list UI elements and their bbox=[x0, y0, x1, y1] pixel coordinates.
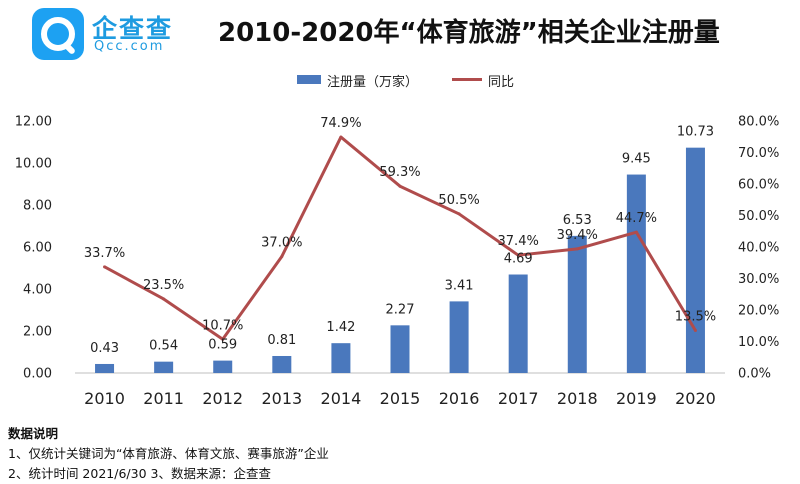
y-left-tick-label: 8.00 bbox=[23, 199, 52, 214]
y-right-tick-label: 10.0% bbox=[738, 335, 779, 350]
bar bbox=[508, 274, 528, 373]
y-right-tick-label: 60.0% bbox=[738, 178, 779, 193]
notes: 数据说明 1、仅统计关键词为“体育旅游、体育文旅、赛事旅游”企业 2、统计时间 … bbox=[8, 424, 329, 484]
logo-domain: Qcc.com bbox=[94, 39, 165, 54]
x-tick-label: 2019 bbox=[616, 389, 657, 408]
yoy-point bbox=[516, 253, 520, 257]
bar-data-label: 10.73 bbox=[677, 125, 714, 140]
x-tick-label: 2010 bbox=[84, 389, 125, 408]
yoy-data-label: 37.0% bbox=[261, 235, 302, 250]
yoy-data-label: 50.5% bbox=[438, 193, 479, 208]
bar-data-label: 6.53 bbox=[563, 213, 592, 228]
bar bbox=[390, 325, 410, 373]
y-right-tick-label: 0.0% bbox=[738, 367, 771, 382]
note-line-2: 2、统计时间 2021/6/30 3、数据来源：企查查 bbox=[8, 466, 271, 481]
bar-swatch-icon bbox=[297, 75, 321, 84]
bar-data-label: 0.43 bbox=[90, 341, 119, 356]
yoy-point bbox=[280, 254, 284, 258]
x-tick-label: 2016 bbox=[439, 389, 480, 408]
x-tick-label: 2018 bbox=[557, 389, 598, 408]
legend: 注册量（万家） 同比 bbox=[0, 68, 800, 92]
bar bbox=[626, 174, 646, 373]
y-left-tick-label: 0.00 bbox=[23, 367, 52, 382]
y-right-tick-label: 30.0% bbox=[738, 272, 779, 287]
yoy-data-label: 10.7% bbox=[202, 318, 243, 333]
x-tick-label: 2013 bbox=[261, 389, 302, 408]
y-left-tick-label: 6.00 bbox=[23, 241, 52, 256]
y-left-tick-label: 2.00 bbox=[23, 325, 52, 340]
legend-label-registrations: 注册量（万家） bbox=[327, 75, 419, 90]
yoy-data-label: 13.5% bbox=[675, 309, 716, 324]
yoy-data-label: 37.4% bbox=[498, 234, 539, 249]
line-swatch-icon bbox=[452, 78, 482, 81]
bar bbox=[449, 301, 469, 373]
yoy-point bbox=[162, 297, 166, 301]
y-left-tick-label: 4.00 bbox=[23, 283, 52, 298]
x-tick-label: 2011 bbox=[143, 389, 184, 408]
y-right-tick-label: 70.0% bbox=[738, 146, 779, 161]
yoy-data-label: 59.3% bbox=[379, 165, 420, 180]
logo-name: 企查查 bbox=[92, 14, 174, 43]
notes-title: 数据说明 bbox=[8, 426, 59, 441]
yoy-point bbox=[634, 230, 638, 234]
bar-data-label: 9.45 bbox=[622, 152, 651, 167]
chart-title: 2010-2020年“体育旅游”相关企业注册量 bbox=[218, 18, 720, 48]
bar bbox=[154, 361, 174, 373]
yoy-point bbox=[103, 265, 107, 269]
yoy-data-label: 23.5% bbox=[143, 278, 184, 293]
bar bbox=[685, 147, 705, 373]
x-tick-label: 2017 bbox=[498, 389, 539, 408]
y-right-tick-label: 40.0% bbox=[738, 241, 779, 256]
yoy-data-label: 74.9% bbox=[320, 116, 361, 131]
yoy-point bbox=[339, 135, 343, 139]
yoy-data-label: 44.7% bbox=[616, 211, 657, 226]
y-right-tick-label: 50.0% bbox=[738, 209, 779, 224]
legend-label-yoy: 同比 bbox=[488, 75, 515, 90]
bar bbox=[213, 360, 233, 373]
bar-data-label: 1.42 bbox=[326, 320, 355, 335]
x-tick-label: 2014 bbox=[321, 389, 362, 408]
logo: 企查查 Qcc.com bbox=[32, 8, 172, 60]
y-right-tick-label: 20.0% bbox=[738, 304, 779, 319]
bar bbox=[567, 235, 587, 373]
bar-data-label: 0.59 bbox=[208, 338, 237, 353]
yoy-point bbox=[221, 337, 225, 341]
yoy-point bbox=[457, 212, 461, 216]
note-line-1: 1、仅统计关键词为“体育旅游、体育文旅、赛事旅游”企业 bbox=[8, 446, 329, 461]
yoy-point bbox=[398, 184, 402, 188]
y-right-tick-label: 80.0% bbox=[738, 115, 779, 130]
bar-data-label: 3.41 bbox=[445, 278, 474, 293]
x-tick-label: 2020 bbox=[675, 389, 716, 408]
bar-data-label: 0.81 bbox=[267, 333, 296, 348]
magnifier-logo-icon bbox=[32, 8, 84, 60]
yoy-point bbox=[575, 247, 579, 251]
bar-data-label: 2.27 bbox=[386, 302, 415, 317]
bar bbox=[272, 355, 292, 373]
y-left-tick-label: 12.00 bbox=[15, 115, 52, 130]
bar-data-label: 4.69 bbox=[504, 252, 533, 267]
yoy-data-label: 39.4% bbox=[557, 228, 598, 243]
bar bbox=[95, 363, 115, 373]
x-tick-label: 2012 bbox=[202, 389, 243, 408]
y-left-tick-label: 10.00 bbox=[15, 157, 52, 172]
yoy-data-label: 33.7% bbox=[84, 246, 125, 261]
bar-data-label: 0.54 bbox=[149, 339, 178, 354]
yoy-point bbox=[693, 328, 697, 332]
x-tick-label: 2015 bbox=[380, 389, 421, 408]
bar bbox=[331, 343, 351, 373]
